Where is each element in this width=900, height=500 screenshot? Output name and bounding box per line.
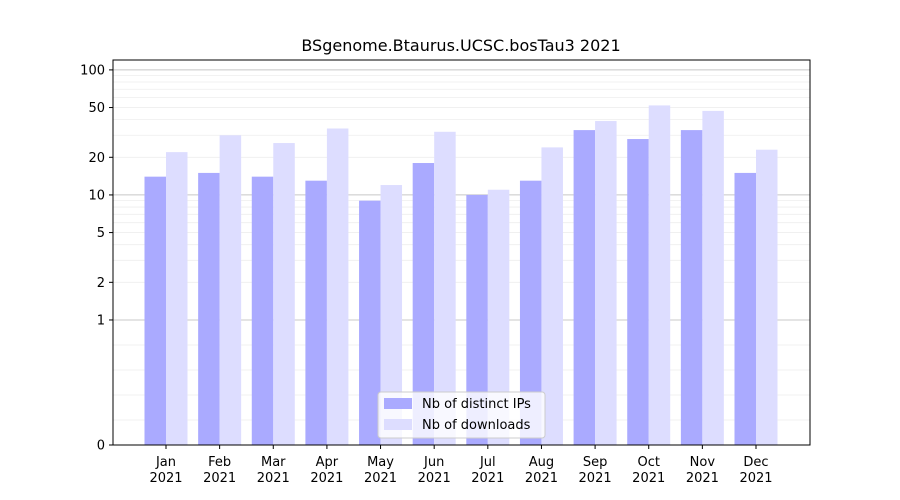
x-tick-label-year: 2021 bbox=[471, 471, 504, 486]
x-tick-label-year: 2021 bbox=[418, 471, 451, 486]
bar-downloads bbox=[541, 147, 563, 446]
chart-title: BSgenome.Btaurus.UCSC.bosTau3 2021 bbox=[301, 36, 620, 55]
bar-distinct-ips bbox=[359, 200, 381, 445]
bar-downloads bbox=[648, 105, 671, 446]
y-tick-label: 5 bbox=[97, 226, 105, 241]
plot-frame bbox=[112, 59, 811, 446]
legend: Nb of distinct IPs Nb of downloads bbox=[377, 391, 546, 439]
x-tick-label-year: 2021 bbox=[310, 471, 343, 486]
bar-distinct-ips bbox=[680, 130, 703, 445]
x-tick-label-month: Jul bbox=[479, 455, 496, 470]
bar-downloads bbox=[326, 128, 349, 445]
x-tick-label-month: Jan bbox=[155, 455, 176, 470]
x-tick-label-year: 2021 bbox=[364, 471, 397, 486]
x-tick-label-month: Feb bbox=[208, 455, 231, 470]
x-tick-label-year: 2021 bbox=[632, 471, 665, 486]
y-axis: 0 1 2 5 10 20 50 100 bbox=[80, 63, 113, 454]
legend-swatch-distinct-ips bbox=[384, 398, 412, 409]
x-tick-label-month: Oct bbox=[637, 455, 659, 470]
bar-distinct-ips bbox=[573, 130, 596, 445]
x-tick-label-month: Dec bbox=[743, 455, 768, 470]
x-tick-label-year: 2021 bbox=[739, 471, 772, 486]
x-tick-label-month: Aug bbox=[529, 455, 554, 470]
x-tick-label-year: 2021 bbox=[257, 471, 290, 486]
bar-distinct-ips bbox=[627, 139, 649, 445]
bar-downloads bbox=[595, 121, 617, 446]
x-tick-label-month: Sep bbox=[583, 455, 608, 470]
y-tick-label: 10 bbox=[88, 188, 105, 203]
x-tick-label-month: Apr bbox=[316, 455, 339, 470]
bar-distinct-ips bbox=[251, 176, 274, 445]
bar-downloads bbox=[273, 143, 295, 445]
x-tick-label-month: Nov bbox=[690, 455, 716, 470]
y-tick-label: 100 bbox=[80, 63, 105, 78]
x-tick-label-month: Jun bbox=[423, 455, 444, 470]
y-tick-label: 0 bbox=[97, 439, 105, 454]
x-tick-label-year: 2021 bbox=[149, 471, 182, 486]
bar-downloads bbox=[434, 131, 456, 445]
bar-downloads bbox=[487, 189, 510, 445]
x-tick-label-month: Mar bbox=[261, 455, 286, 470]
bar-distinct-ips bbox=[412, 163, 435, 445]
legend-label-downloads: Nb of downloads bbox=[422, 418, 531, 433]
x-tick-label-year: 2021 bbox=[686, 471, 719, 486]
bar-downloads bbox=[756, 149, 778, 446]
bar-downloads bbox=[380, 185, 403, 445]
legend-swatch-downloads bbox=[384, 419, 412, 430]
bar-distinct-ips bbox=[305, 180, 327, 445]
legend-label-distinct-ips: Nb of distinct IPs bbox=[422, 397, 531, 412]
x-tick-label-year: 2021 bbox=[203, 471, 236, 486]
x-tick-label-month: May bbox=[367, 455, 394, 470]
bar-distinct-ips bbox=[519, 180, 542, 445]
legend-box bbox=[377, 391, 546, 439]
bar-distinct-ips bbox=[198, 172, 220, 445]
x-tick-label-year: 2021 bbox=[525, 471, 558, 486]
bar-distinct-ips bbox=[734, 172, 756, 445]
y-tick-label: 50 bbox=[88, 101, 105, 116]
bar-downloads bbox=[219, 135, 242, 445]
x-axis: Jan2021Feb2021Mar2021Apr2021May2021Jun20… bbox=[149, 445, 773, 486]
y-tick-label: 2 bbox=[97, 276, 105, 291]
bar-downloads bbox=[166, 152, 188, 445]
y-tick-label: 1 bbox=[97, 313, 105, 328]
bar-downloads bbox=[702, 110, 724, 445]
bar-distinct-ips bbox=[144, 176, 166, 445]
y-tick-label: 20 bbox=[88, 151, 105, 166]
x-tick-label-year: 2021 bbox=[579, 471, 612, 486]
bar-distinct-ips bbox=[466, 194, 488, 445]
bars-layer bbox=[144, 105, 778, 446]
